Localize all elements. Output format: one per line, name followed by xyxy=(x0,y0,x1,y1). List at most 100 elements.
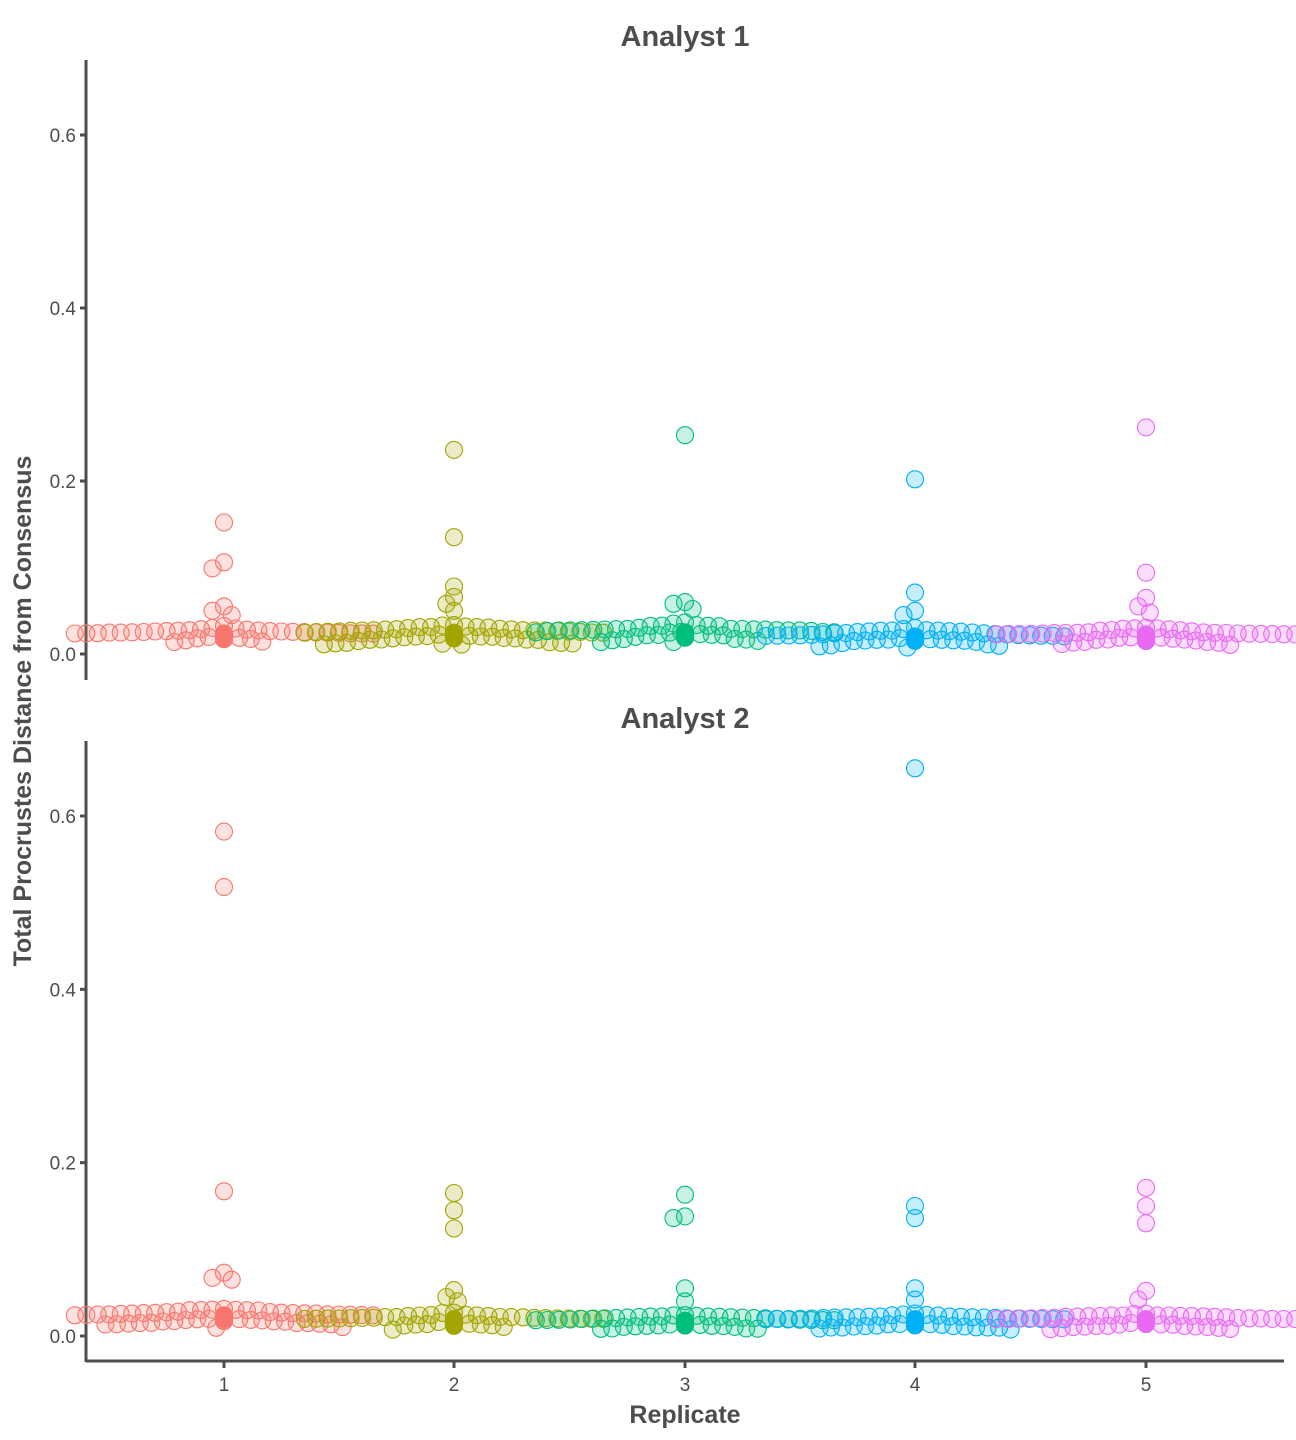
data-point xyxy=(199,627,218,647)
data-point xyxy=(978,635,997,654)
data-point xyxy=(561,621,580,640)
data-point xyxy=(1075,632,1094,651)
data-point xyxy=(444,587,464,606)
data-point xyxy=(214,627,234,646)
data-point xyxy=(253,1311,272,1330)
data-point xyxy=(410,1306,429,1325)
data-point xyxy=(905,759,925,778)
data-point xyxy=(821,636,840,655)
y-tick-label: 0.0 xyxy=(50,645,76,666)
data-point xyxy=(372,630,391,649)
data-point xyxy=(675,1185,695,1204)
data-point xyxy=(691,1315,710,1334)
data-point xyxy=(214,1307,234,1326)
data-point xyxy=(603,1319,622,1338)
data-point xyxy=(683,599,702,619)
data-point xyxy=(702,625,721,644)
data-point xyxy=(1286,625,1296,644)
data-point xyxy=(383,1320,402,1339)
series-replicate-5 xyxy=(987,418,1296,654)
data-point xyxy=(1198,632,1217,652)
data-point xyxy=(444,1219,464,1238)
data-point xyxy=(65,1306,84,1325)
data-point xyxy=(260,622,279,641)
panel-title-analyst-1: Analyst 1 xyxy=(621,21,750,53)
data-point xyxy=(1171,621,1190,640)
data-point xyxy=(675,1207,695,1226)
data-point xyxy=(444,1311,464,1330)
data-point xyxy=(584,620,603,639)
data-point xyxy=(88,1305,107,1324)
data-point xyxy=(905,583,925,602)
y-axis-title: Total Procrustes Distance from Consensus xyxy=(9,456,37,967)
data-point xyxy=(134,1304,153,1323)
data-point xyxy=(444,601,464,620)
data-point xyxy=(890,629,909,648)
data-point xyxy=(603,631,622,650)
data-point xyxy=(65,624,84,643)
data-point xyxy=(1136,418,1156,437)
data-point xyxy=(905,1209,925,1228)
data-point xyxy=(214,1312,234,1331)
data-point xyxy=(790,621,809,640)
data-point xyxy=(1263,1309,1282,1328)
data-point xyxy=(675,426,695,445)
series-replicate-5 xyxy=(987,1178,1296,1339)
data-point xyxy=(203,559,222,578)
data-point xyxy=(1136,563,1156,582)
data-point xyxy=(241,629,260,648)
data-point xyxy=(437,594,456,613)
data-point xyxy=(1221,635,1240,654)
data-point xyxy=(1159,1306,1179,1325)
data-point xyxy=(502,1308,521,1327)
data-point xyxy=(1175,1316,1194,1336)
data-point xyxy=(614,630,633,649)
data-point xyxy=(526,623,545,642)
data-point xyxy=(1182,1307,1201,1326)
data-point xyxy=(675,593,695,612)
data-point xyxy=(448,1292,467,1311)
data-point xyxy=(176,631,195,650)
data-point xyxy=(107,1315,126,1334)
data-point xyxy=(882,621,902,640)
data-point xyxy=(1217,1308,1236,1327)
data-point xyxy=(1286,1310,1296,1329)
data-point xyxy=(641,1307,660,1326)
data-point xyxy=(1056,623,1075,643)
x-tick-label: 2 xyxy=(449,1375,460,1396)
data-point xyxy=(626,627,645,646)
data-point xyxy=(307,622,326,642)
x-tick-label: 3 xyxy=(680,1375,691,1396)
data-point xyxy=(222,1270,241,1289)
panel-analyst-1: 0.0 0.2 0.4 0.6 xyxy=(50,60,1296,680)
data-point xyxy=(894,606,913,625)
y-tick-label: 0.0 xyxy=(50,1327,76,1348)
x-tick-label: 1 xyxy=(219,1375,230,1396)
data-point xyxy=(253,632,272,651)
data-point xyxy=(630,618,649,637)
data-point xyxy=(1221,1319,1240,1339)
data-point xyxy=(837,1308,856,1327)
data-point xyxy=(1091,621,1110,640)
data-point xyxy=(1129,597,1148,616)
data-point xyxy=(341,621,360,640)
data-point xyxy=(188,1310,207,1329)
data-point xyxy=(214,513,234,532)
y-tick-label: 0.4 xyxy=(50,299,77,320)
y-tick-label: 0.4 xyxy=(50,980,77,1001)
data-point xyxy=(905,1290,925,1309)
series-replicate-2 xyxy=(295,440,613,654)
data-point xyxy=(1010,1309,1029,1328)
data-point xyxy=(921,1315,940,1334)
panel-title-analyst-2: Analyst 2 xyxy=(621,703,750,735)
data-point xyxy=(1052,634,1071,654)
data-point xyxy=(130,1313,149,1333)
data-point xyxy=(905,601,925,620)
data-point xyxy=(833,634,852,653)
data-point xyxy=(867,1316,886,1335)
data-point xyxy=(595,1309,614,1328)
data-point xyxy=(444,1201,464,1220)
data-point xyxy=(444,528,464,547)
data-point xyxy=(214,878,234,897)
